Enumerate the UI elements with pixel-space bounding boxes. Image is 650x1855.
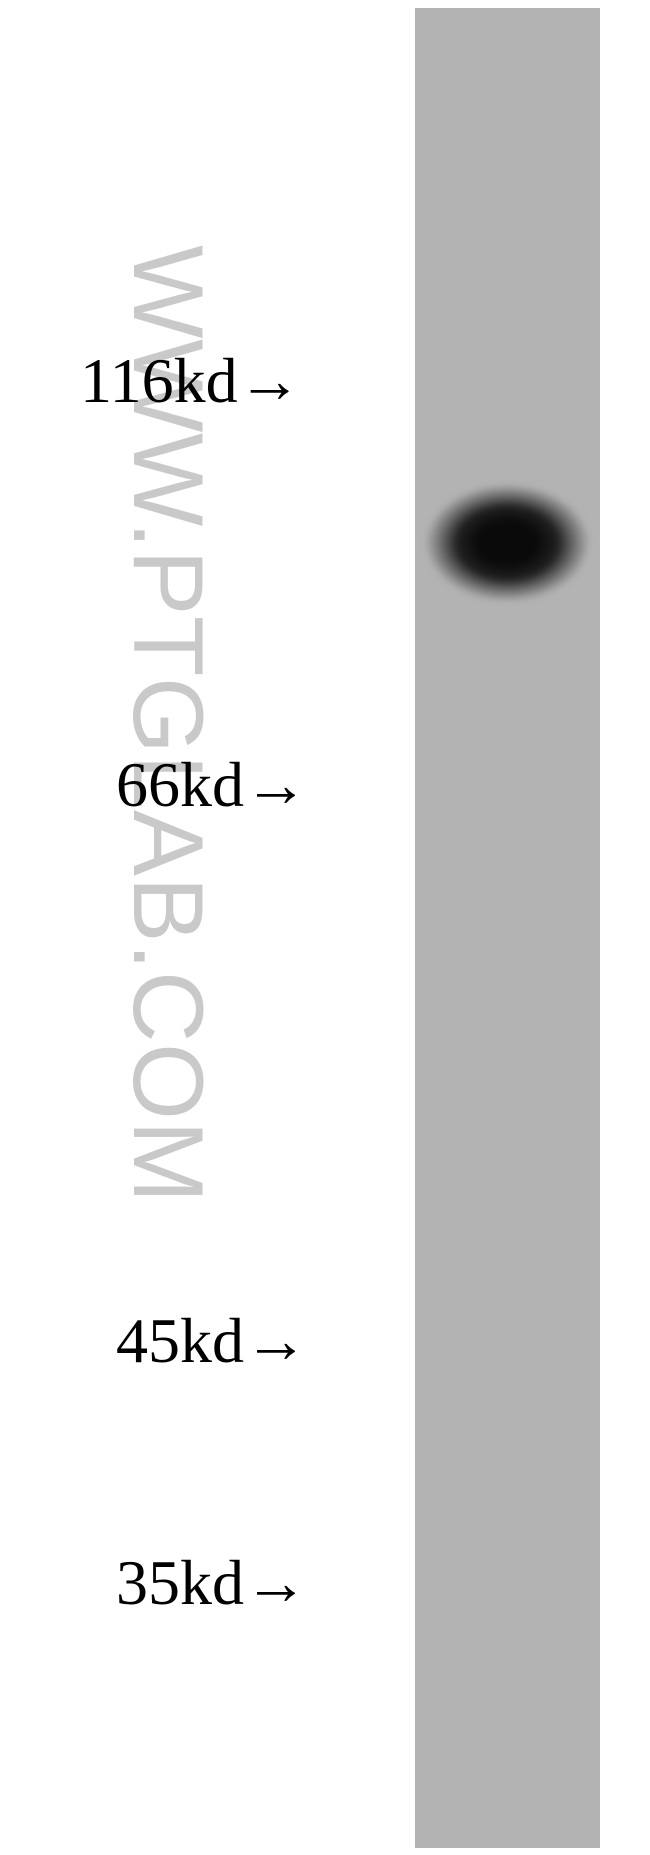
- marker-45kd: 45kd→: [116, 1303, 308, 1378]
- arrow-icon: →: [244, 1546, 308, 1618]
- arrow-icon: →: [244, 748, 308, 820]
- arrow-icon: →: [238, 344, 302, 416]
- protein-band: [425, 484, 590, 602]
- marker-35kd: 35kd→: [116, 1545, 308, 1620]
- blot-figure: WWW.PTGLAB.COM 116kd→ 66kd→ 45kd→ 35kd→: [0, 0, 650, 1855]
- marker-value: 116kd: [80, 345, 238, 416]
- marker-value: 66kd: [116, 749, 244, 820]
- marker-value: 35kd: [116, 1547, 244, 1618]
- marker-116kd: 116kd→: [80, 343, 302, 418]
- marker-66kd: 66kd→: [116, 747, 308, 822]
- blot-lane: [415, 8, 600, 1848]
- marker-value: 45kd: [116, 1305, 244, 1376]
- arrow-icon: →: [244, 1304, 308, 1376]
